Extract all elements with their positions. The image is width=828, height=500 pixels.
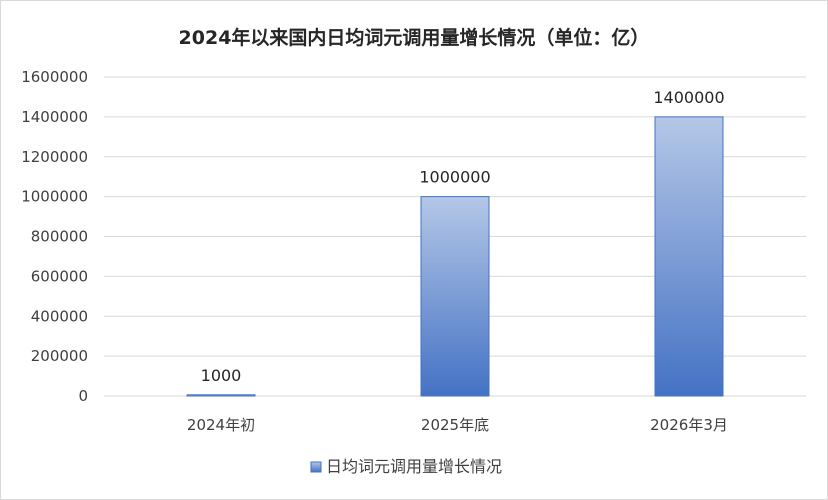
x-axis-ticks: 2024年初 2025年底 2026年3月 [187,416,728,434]
x-tick-label: 2025年底 [421,416,489,434]
y-tick-label: 400000 [31,307,88,325]
bars [186,116,724,397]
chart-title: 2024年以来国内日均词元调用量增长情况（单位：亿） [179,26,650,49]
x-tick-label: 2024年初 [187,416,255,434]
y-tick-label: 1400000 [21,108,88,126]
data-label: 1000000 [419,168,490,187]
data-labels: 1000 1000000 1400000 [201,88,725,385]
y-tick-label: 1600000 [21,68,88,86]
bar [186,394,256,397]
y-tick-label: 800000 [31,228,88,246]
y-tick-label: 1000000 [21,188,88,206]
bar [654,116,724,397]
legend-label: 日均词元调用量增长情况 [326,457,502,476]
data-label: 1000 [201,366,242,385]
y-tick-label: 1200000 [21,148,88,166]
x-tick-label: 2026年3月 [650,416,728,434]
legend: 日均词元调用量增长情况 [310,457,502,476]
legend-swatch [310,461,322,473]
data-label: 1400000 [653,88,724,107]
y-tick-label: 200000 [31,347,88,365]
y-axis-ticks: 0 200000 400000 600000 800000 1000000 1200000 1… [21,68,88,405]
y-tick-label: 0 [78,387,88,405]
bar [420,196,490,397]
y-tick-label: 600000 [31,267,88,285]
